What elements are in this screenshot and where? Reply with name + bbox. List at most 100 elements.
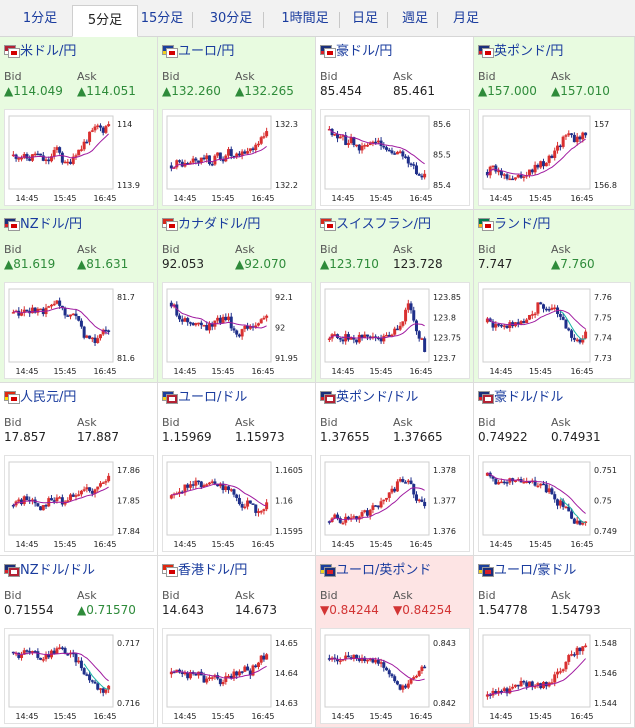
pair-title-link[interactable]: ユーロ/ドル	[162, 389, 247, 407]
pair-title-link[interactable]: ユーロ/豪ドル	[478, 562, 576, 580]
candle-body	[401, 321, 405, 326]
candle-body	[178, 315, 182, 320]
chart-svg: 132.3 132.2 14:45 15:45 16:45	[166, 115, 298, 203]
candle-body	[346, 143, 350, 145]
candle-body	[243, 666, 247, 672]
pair-title-link[interactable]: カナダドル/円	[162, 216, 260, 234]
mini-candlestick-chart[interactable]: 1.378 1.377 1.376 14:45 15:45 16:45	[320, 455, 470, 552]
us-jp-flag-icon	[4, 45, 20, 58]
tab-4[interactable]: 1時間足	[281, 11, 329, 26]
candle-body	[69, 314, 73, 317]
candle-body	[522, 680, 526, 683]
candle-body	[96, 125, 100, 127]
chart-svg: 81.7 81.6 14:45 15:45 16:45	[8, 288, 135, 376]
x-tick-label: 14:45	[173, 367, 196, 376]
mini-candlestick-chart[interactable]: 123.85 123.8 123.75 123.7 14:45 15:45 16:45	[320, 282, 470, 379]
y-tick-label: 0.842	[433, 699, 456, 708]
tab-5[interactable]: 日足	[351, 11, 378, 26]
candle-body	[25, 496, 29, 500]
bid-price: ▲114.049	[4, 84, 63, 98]
tab-7[interactable]: 月足	[452, 11, 479, 26]
tab-3[interactable]: 30分足	[209, 11, 253, 26]
candle-body	[387, 670, 391, 675]
mini-candlestick-chart[interactable]: 132.3 132.2 14:45 15:45 16:45	[162, 109, 312, 206]
pair-title-link[interactable]: 英ポンド/ドル	[320, 389, 418, 407]
candle-body	[259, 137, 263, 144]
candle-body	[186, 318, 190, 323]
candle-body	[104, 329, 108, 332]
candle-body	[259, 319, 263, 324]
mini-candlestick-chart[interactable]: 17.86 17.85 17.84 14:45 15:45 16:45	[4, 455, 154, 552]
candle-body	[417, 174, 421, 176]
pair-title-link[interactable]: 豪ドル/円	[320, 43, 392, 61]
candle-body	[516, 174, 520, 178]
candle-body	[49, 498, 53, 501]
tab-2[interactable]: 15分足	[140, 11, 184, 26]
mini-candlestick-chart[interactable]: 1.1605 1.16 1.1595 14:45 15:45 16:45	[162, 455, 312, 552]
ask-price: 1.54793	[551, 603, 601, 617]
candle-body	[251, 148, 255, 151]
mini-candlestick-chart[interactable]: 92.1 92 91.95 14:45 15:45 16:45	[162, 282, 312, 379]
pair-title-link[interactable]: 米ドル/円	[4, 43, 76, 61]
pair-title-link[interactable]: 人民元/円	[4, 389, 76, 407]
candle-body	[169, 495, 173, 499]
candle-body	[508, 178, 512, 181]
pair-title-link[interactable]: 香港ドル/円	[162, 562, 247, 580]
candle-body	[581, 646, 585, 652]
mini-candlestick-chart[interactable]: 1.548 1.546 1.544 14:45 15:45 16:45	[478, 628, 631, 724]
candle-body	[63, 648, 67, 654]
mini-candlestick-chart[interactable]: 0.751 0.75 0.749 14:45 15:45 16:45	[478, 455, 631, 552]
moving-average-line	[329, 657, 425, 682]
pair-title-link[interactable]: NZドル/ドル	[4, 562, 95, 580]
ask-price: ▲157.010	[551, 84, 610, 98]
pair-title-link[interactable]: ユーロ/円	[162, 43, 234, 61]
ask-label: Ask	[393, 589, 413, 602]
candle-body	[213, 481, 217, 485]
pair-title-link[interactable]: スイスフラン/円	[320, 216, 431, 234]
candle-body	[499, 324, 503, 327]
pair-title-link[interactable]: ランド/円	[478, 216, 550, 234]
mini-candlestick-chart[interactable]: 114 113.9 14:45 15:45 16:45	[4, 109, 154, 206]
mini-candlestick-chart[interactable]: 85.6 85.5 85.4 14:45 15:45 16:45	[320, 109, 470, 206]
ask-label: Ask	[77, 243, 97, 256]
pair-name: NZドル/円	[20, 217, 83, 232]
mini-candlestick-chart[interactable]: 81.7 81.6 14:45 15:45 16:45	[4, 282, 154, 379]
candle-body	[533, 164, 537, 173]
mini-candlestick-chart[interactable]: 14.65 14.64 14.63 14:45 15:45 16:45	[162, 628, 312, 724]
pair-title-link[interactable]: 英ポンド/円	[478, 43, 563, 61]
y-tick-label: 156.8	[594, 181, 617, 190]
candle-body	[202, 675, 206, 683]
chart-svg: 1.1605 1.16 1.1595 14:45 15:45 16:45	[166, 461, 303, 549]
candle-body	[349, 657, 353, 659]
candle-body	[47, 159, 51, 162]
mini-candlestick-chart[interactable]: 7.76 7.75 7.74 7.73 14:45 15:45 16:45	[478, 282, 631, 379]
candle-body	[216, 484, 220, 487]
candle-body	[180, 319, 184, 322]
x-tick-label: 15:45	[211, 194, 234, 203]
tab-0[interactable]: 1分足	[22, 11, 58, 26]
currency-cell: NZドル/円 Bid Ask ▲81.619 ▲81.631 81.7 81.6 14:45 1…	[0, 210, 158, 383]
pair-title-link[interactable]: 豪ドル/ドル	[478, 389, 563, 407]
pair-title-link[interactable]: ユーロ/英ポンド	[320, 562, 431, 580]
candle-body	[180, 161, 184, 167]
mini-candlestick-chart[interactable]: 157 156.8 14:45 15:45 16:45	[478, 109, 631, 206]
candle-body	[104, 689, 108, 693]
y-tick-label: 85.4	[433, 181, 451, 190]
candle-body	[93, 126, 97, 131]
ask-label: Ask	[551, 416, 571, 429]
candle-body	[423, 338, 427, 352]
candle-body	[341, 135, 345, 137]
candle-body	[412, 310, 416, 321]
tab-1[interactable]: 5分足	[72, 5, 138, 37]
mini-candlestick-chart[interactable]: 0.843 0.842 14:45 15:45 16:45	[320, 628, 470, 724]
x-tick-label: 16:45	[93, 194, 116, 203]
candle-body	[371, 336, 375, 339]
x-tick-label: 14:45	[173, 194, 196, 203]
jp-flag-icon	[324, 48, 336, 58]
y-tick-label: 123.7	[433, 354, 456, 363]
tab-6[interactable]: 週足	[401, 11, 428, 26]
mini-candlestick-chart[interactable]: 0.717 0.716 14:45 15:45 16:45	[4, 628, 154, 724]
candle-body	[237, 153, 241, 156]
pair-title-link[interactable]: NZドル/円	[4, 216, 82, 234]
x-tick-label: 14:45	[331, 194, 354, 203]
